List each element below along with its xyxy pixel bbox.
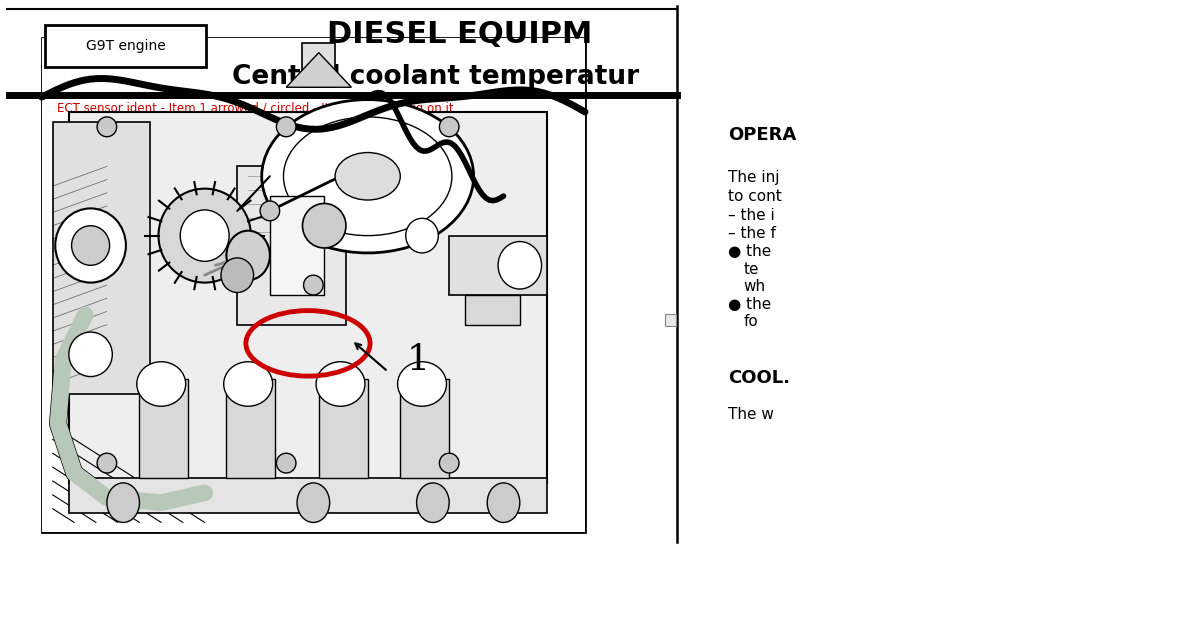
Text: OPERA: OPERA xyxy=(728,127,797,144)
Ellipse shape xyxy=(221,258,253,292)
Text: fo: fo xyxy=(744,314,758,329)
Ellipse shape xyxy=(262,100,474,253)
Ellipse shape xyxy=(439,453,458,473)
Ellipse shape xyxy=(302,203,346,248)
Ellipse shape xyxy=(316,362,365,406)
Ellipse shape xyxy=(72,226,109,265)
Ellipse shape xyxy=(397,362,446,406)
Ellipse shape xyxy=(416,483,449,522)
Text: ● the: ● the xyxy=(728,297,772,312)
Bar xyxy=(68,112,547,483)
Ellipse shape xyxy=(68,332,113,377)
Ellipse shape xyxy=(97,117,116,137)
Text: The w: The w xyxy=(728,407,774,422)
Ellipse shape xyxy=(180,210,229,261)
Bar xyxy=(302,43,335,87)
Bar xyxy=(53,122,150,394)
Bar xyxy=(42,38,586,532)
Text: te: te xyxy=(744,261,760,277)
Text: ECT sensor ident - Item 1 arrowed / circled - It has a wire plug on it ...: ECT sensor ident - Item 1 arrowed / circ… xyxy=(56,102,468,115)
Ellipse shape xyxy=(406,219,438,253)
Text: ● the: ● the xyxy=(728,244,772,260)
Bar xyxy=(665,314,676,326)
Text: Central coolant temperatur: Central coolant temperatur xyxy=(232,64,640,90)
Bar xyxy=(238,166,346,324)
Ellipse shape xyxy=(487,483,520,522)
Bar xyxy=(227,379,275,478)
Bar xyxy=(139,379,188,478)
Ellipse shape xyxy=(55,209,126,283)
Ellipse shape xyxy=(298,483,330,522)
Bar xyxy=(449,236,547,295)
Ellipse shape xyxy=(304,275,323,295)
Text: G9T engine: G9T engine xyxy=(86,39,166,53)
Text: 1: 1 xyxy=(407,343,430,377)
Polygon shape xyxy=(286,53,352,87)
Ellipse shape xyxy=(498,241,541,289)
Text: – the i: – the i xyxy=(728,208,775,223)
Bar xyxy=(68,478,547,513)
Ellipse shape xyxy=(260,201,280,220)
Text: to cont: to cont xyxy=(728,189,782,204)
Ellipse shape xyxy=(276,117,296,137)
Bar xyxy=(270,196,324,295)
Ellipse shape xyxy=(107,483,139,522)
Ellipse shape xyxy=(97,453,116,473)
Ellipse shape xyxy=(439,117,458,137)
Text: DIESEL EQUIPM: DIESEL EQUIPM xyxy=(326,20,593,49)
Bar xyxy=(42,38,586,532)
Bar xyxy=(46,25,206,67)
Bar xyxy=(466,295,520,324)
Ellipse shape xyxy=(283,117,452,236)
Text: The inj: The inj xyxy=(728,170,780,185)
Ellipse shape xyxy=(137,362,186,406)
Bar xyxy=(319,379,367,478)
Ellipse shape xyxy=(276,453,296,473)
Ellipse shape xyxy=(227,231,270,280)
Ellipse shape xyxy=(158,188,251,283)
Ellipse shape xyxy=(223,362,272,406)
Ellipse shape xyxy=(335,152,401,200)
Text: COOL.: COOL. xyxy=(728,369,791,387)
Text: wh: wh xyxy=(744,278,766,294)
Bar xyxy=(401,379,449,478)
Text: – the f: – the f xyxy=(728,226,776,241)
